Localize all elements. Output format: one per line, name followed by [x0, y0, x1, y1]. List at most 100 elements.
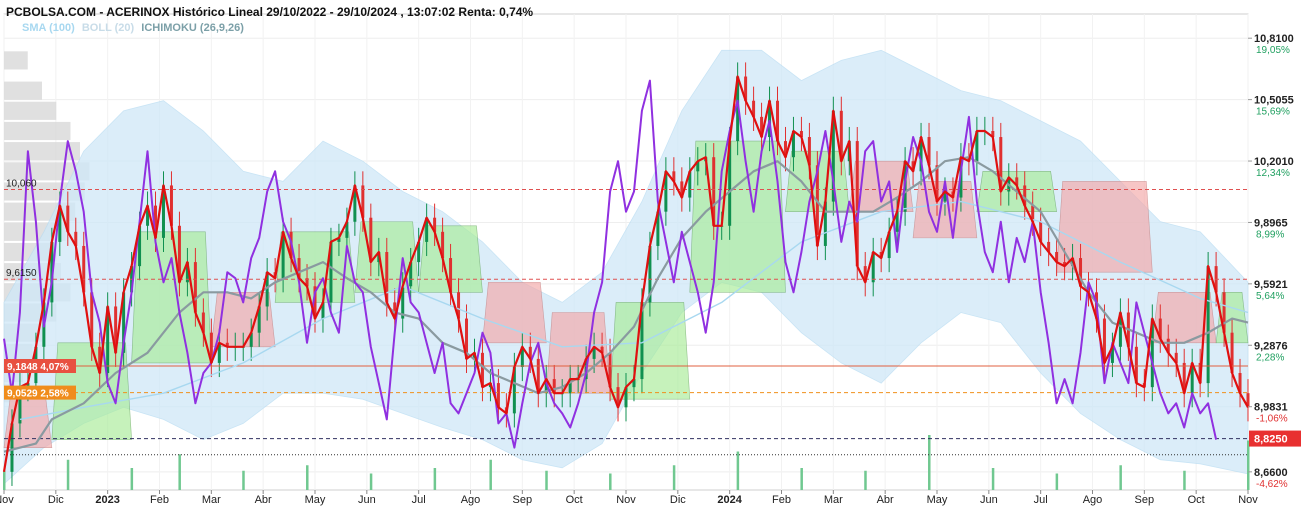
candle-body [10, 423, 14, 472]
y-tick-label: 10,5055 [1254, 95, 1294, 107]
candle-body [480, 352, 484, 388]
volume-profile-bar [4, 51, 28, 70]
candle-body [177, 225, 181, 283]
candle-body [776, 100, 780, 142]
current-price-label: 8,8250 [1254, 434, 1288, 446]
volume-profile-bar [4, 101, 57, 120]
candle-body [225, 342, 229, 347]
chart-title: PCBOLSA.COM - ACERINOX Histórico Lineal … [6, 5, 534, 19]
x-tick-label: Jul [412, 494, 426, 506]
candle-body [640, 302, 644, 380]
candle-body [839, 110, 843, 162]
candle-body [568, 379, 572, 394]
candle-body [401, 286, 405, 319]
volume-bar [991, 468, 995, 490]
candle-body [154, 205, 158, 238]
candle-body [185, 262, 189, 283]
ichimoku-cloud-segment [609, 302, 691, 400]
candle-body [305, 278, 309, 287]
candle-body [1150, 318, 1154, 388]
candle-body [337, 237, 341, 242]
candle-body [193, 262, 197, 313]
candle-body [106, 306, 110, 374]
candle-body [1166, 338, 1170, 353]
y-tick-pct: -1,06% [1256, 414, 1288, 425]
candle-body [1182, 362, 1186, 394]
candle-body [465, 318, 469, 359]
volume-bar [130, 468, 134, 490]
candle-body [425, 217, 429, 242]
candle-body [919, 137, 923, 172]
volume-bar [1247, 440, 1250, 490]
candle-body [257, 306, 261, 333]
volume-profile-bar [4, 162, 90, 181]
candle-body [114, 306, 118, 353]
candle-body [1079, 258, 1083, 287]
x-tick-label: Abr [877, 494, 894, 506]
candle-body [728, 141, 732, 226]
candle-body [935, 165, 939, 202]
x-tick-label: Ago [1083, 494, 1103, 506]
x-tick-label: Sep [1135, 494, 1155, 506]
x-tick-label: Dic [48, 494, 64, 506]
x-tick-label: Nov [0, 494, 14, 506]
candle-body [1063, 262, 1067, 267]
candle-body [297, 258, 301, 279]
y-tick-label: 9,5921 [1254, 279, 1288, 291]
volume-bar [178, 454, 181, 490]
candle-body [281, 231, 285, 279]
candle-body [353, 185, 357, 222]
candle-body [688, 171, 692, 198]
candle-body [1055, 252, 1059, 263]
candle-body [1031, 205, 1035, 222]
x-tick-label: Nov [1238, 494, 1258, 506]
y-tick-pct: 8,99% [1256, 229, 1284, 240]
candle-body [911, 161, 915, 172]
candle-body [201, 312, 205, 333]
candle-body [1047, 241, 1051, 252]
candle-body [66, 205, 70, 232]
candle-body [417, 241, 421, 263]
x-tick-label: Feb [150, 494, 169, 506]
candle-body [1039, 221, 1043, 242]
candle-body [664, 171, 668, 212]
candle-body [1102, 318, 1106, 363]
candle-body [760, 116, 764, 138]
candle-body [799, 130, 803, 138]
candle-body [433, 217, 437, 232]
candle-body [855, 141, 859, 267]
candle-body [82, 245, 86, 293]
y-tick-pct: 15,69% [1256, 107, 1290, 118]
legend-ichimoku[interactable]: ICHIMOKU (26,9,26) [141, 22, 244, 34]
indicator-legend: SMA (100) BOLL (20) ICHIMOKU (26,9,26) [22, 22, 248, 34]
candle-body [632, 379, 636, 388]
series-line-kijun [3, 156, 1249, 453]
candle-body [1222, 292, 1226, 333]
candle-body [26, 383, 30, 388]
candle-body [209, 332, 213, 363]
candle-body [592, 346, 596, 359]
x-tick-label: Mar [824, 494, 843, 506]
candle-body [18, 387, 22, 424]
candle-body [1023, 185, 1027, 206]
volume-profile-bar [4, 121, 71, 141]
candle-body [1158, 318, 1162, 339]
candle-body [393, 302, 397, 319]
series-line-price [2, 75, 1249, 472]
volume-bar [545, 470, 548, 490]
y-tick-label: 9,8965 [1254, 217, 1288, 229]
candle-body [138, 225, 142, 267]
volume-bar [3, 470, 6, 490]
candle-body [457, 292, 461, 319]
ichimoku-cloud-segment [131, 231, 212, 364]
legend-sma[interactable]: SMA (100) [22, 22, 75, 34]
candle-body [58, 205, 62, 242]
x-tick-label: Nov [616, 494, 636, 506]
series-line-sma [19, 200, 1249, 421]
volume-bar [242, 470, 245, 490]
volume-bar [672, 465, 676, 490]
legend-boll[interactable]: BOLL (20) [81, 22, 135, 34]
volume-bar [489, 459, 492, 490]
candle-body [528, 346, 532, 359]
y-tick-pct: 5,64% [1256, 291, 1284, 302]
